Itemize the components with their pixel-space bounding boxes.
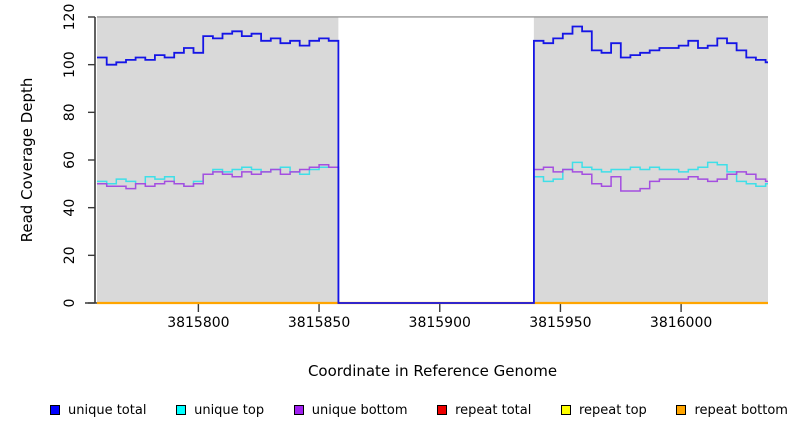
legend-item-unique-top: unique top [176, 403, 264, 418]
y-axis-title: Read Coverage Depth [18, 77, 36, 243]
x-tick-label: 3815850 [288, 315, 350, 331]
legend-item-unique-total: unique total [50, 403, 146, 418]
legend-swatch-unique-bottom [293, 405, 304, 415]
legend-item-repeat-total: repeat total [437, 403, 531, 418]
legend-swatch-repeat-top [561, 405, 571, 415]
series-unique-bottom [533, 166, 768, 303]
y-tick-label: 60 [62, 151, 78, 169]
series-unique-bottom [97, 164, 340, 303]
legend-label-unique-total: unique total [68, 402, 147, 418]
series-unique-total [97, 25, 768, 304]
legend: unique total unique top unique bottom repea… [50, 398, 788, 422]
legend-label-unique-bottom: unique bottom [311, 402, 408, 418]
legend-swatch-unique-top [176, 405, 187, 415]
y-tick-label: 100 [62, 51, 78, 78]
x-axis-title: Coordinate in Reference Genome [307, 362, 558, 380]
x-tick-label: 3815900 [409, 315, 471, 331]
x-tick-label: 3815950 [529, 315, 591, 331]
y-tick-label: 40 [62, 199, 78, 217]
y-tick-label: 20 [62, 246, 78, 264]
y-tick-label: 120 [62, 4, 78, 31]
y-tick-label: 0 [62, 299, 78, 308]
legend-item-repeat-bottom: repeat bottom [676, 403, 788, 418]
legend-item-unique-bottom: unique bottom [293, 402, 408, 418]
legend-item-repeat-top: repeat top [561, 403, 647, 418]
coverage-plot: 3815800 3815850 3815900 3815950 3816000 0 20 40… [62, 4, 768, 331]
legend-label-repeat-bottom: repeat bottom [694, 402, 788, 418]
gap-region [338, 17, 534, 303]
y-tick-label: 80 [62, 103, 78, 121]
legend-swatch-unique-total [50, 405, 60, 415]
legend-label-repeat-top: repeat top [579, 402, 647, 418]
x-tick-label: 3816000 [650, 315, 712, 331]
legend-swatch-repeat-total [437, 405, 448, 415]
x-tick-label: 3815800 [167, 315, 229, 331]
legend-label-repeat-total: repeat total [455, 402, 532, 418]
legend-label-unique-top: unique top [194, 402, 265, 418]
legend-swatch-repeat-bottom [676, 405, 687, 415]
